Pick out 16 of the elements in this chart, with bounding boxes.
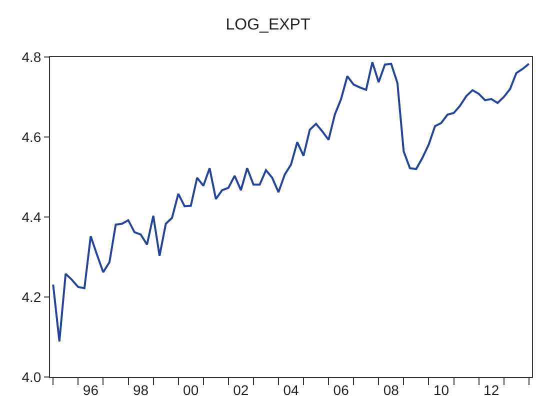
x-tick-label: 12 [484,382,500,398]
y-tick-label: 4.0 [22,368,42,385]
x-tick-label: 04 [283,382,299,398]
y-tick-label: 4.8 [22,48,42,65]
x-tick-label: 00 [183,382,199,398]
chart-title: LOG_EXPT [226,16,310,34]
x-tick-label: 98 [132,382,149,398]
x-tick-label: 06 [333,382,350,398]
x-tick-label: 96 [82,382,99,398]
y-tick-label: 4.4 [22,208,42,225]
y-tick-label: 4.6 [22,128,42,145]
line-series [52,61,530,342]
x-tick-label: 10 [433,382,450,398]
y-tick-label: 4.2 [22,288,42,305]
x-tick-label: 02 [233,382,249,398]
x-tick-label: 08 [383,382,400,398]
